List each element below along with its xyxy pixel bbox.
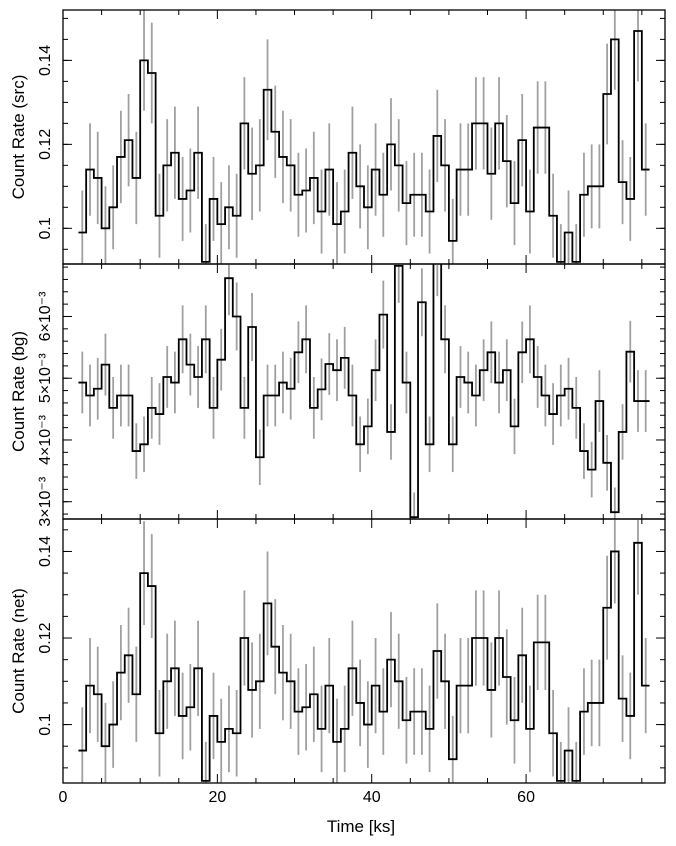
panels-group: 0.1 0.12 0.14 Count Rate (src) 3×10⁻³ 4×10⁻³ 5… bbox=[9, 9, 666, 806]
y-tick-label: 0.14 bbox=[37, 45, 54, 76]
y-tick-label: 6×10⁻³ bbox=[37, 291, 54, 341]
series-group bbox=[78, 10, 650, 264]
y-tick-label: 5×10⁻³ bbox=[37, 353, 54, 403]
series-group bbox=[78, 519, 650, 783]
y-tick-label: 4×10⁻³ bbox=[37, 414, 54, 464]
plot-frame bbox=[62, 518, 666, 784]
y-tick-label: 0.12 bbox=[37, 622, 54, 653]
y-axis-label: Count Rate (src) bbox=[9, 75, 28, 200]
panel-top: 0.1 0.12 0.14 Count Rate (src) bbox=[9, 9, 666, 265]
x-tick-label: 60 bbox=[517, 789, 535, 806]
panel-bottom: 0.1 0.12 0.14 Count Rate (net) 0 20 40 60 bbox=[9, 518, 666, 806]
y-tick-label: 3×10⁻³ bbox=[37, 476, 54, 526]
x-tick-label: 20 bbox=[208, 789, 226, 806]
x-tick-label: 0 bbox=[59, 789, 68, 806]
step-line bbox=[78, 541, 650, 782]
y-tick-label: 0.1 bbox=[37, 713, 54, 735]
step-line bbox=[78, 30, 650, 263]
step-line bbox=[78, 264, 650, 519]
plot-frame bbox=[62, 263, 666, 520]
y-tick-label: 0.14 bbox=[37, 536, 54, 567]
y-axis-label: Count Rate (bg) bbox=[9, 331, 28, 452]
y-tick-label: 0.12 bbox=[37, 129, 54, 160]
panel-middle: 3×10⁻³ 4×10⁻³ 5×10⁻³ 6×10⁻³ Count Rate (bg) bbox=[9, 263, 666, 527]
y-tick-label: 0.1 bbox=[37, 217, 54, 239]
x-tick-label: 40 bbox=[363, 789, 381, 806]
series-group bbox=[78, 264, 650, 519]
x-axis-label: Time [ks] bbox=[327, 817, 395, 836]
y-axis-label: Count Rate (net) bbox=[9, 588, 28, 714]
plot-frame bbox=[62, 9, 666, 265]
